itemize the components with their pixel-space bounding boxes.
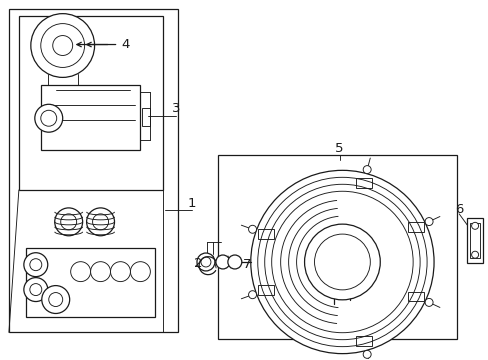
Text: 7: 7 bbox=[242, 258, 251, 271]
Bar bbox=[466, 218, 482, 263]
Bar bbox=[257, 285, 273, 295]
Bar bbox=[257, 229, 273, 239]
Circle shape bbox=[304, 224, 380, 300]
Circle shape bbox=[31, 14, 94, 77]
Circle shape bbox=[363, 166, 370, 174]
Circle shape bbox=[110, 262, 130, 282]
Bar bbox=[26, 248, 155, 318]
Circle shape bbox=[314, 234, 369, 290]
Bar bbox=[355, 178, 371, 188]
Text: 3: 3 bbox=[172, 102, 180, 115]
Circle shape bbox=[424, 217, 432, 226]
Circle shape bbox=[470, 251, 478, 258]
Circle shape bbox=[363, 350, 370, 358]
Circle shape bbox=[227, 255, 241, 269]
Circle shape bbox=[424, 298, 432, 306]
Circle shape bbox=[35, 104, 62, 132]
Circle shape bbox=[61, 214, 77, 230]
Bar bbox=[142, 108, 150, 126]
Text: 1: 1 bbox=[187, 197, 196, 210]
Circle shape bbox=[130, 262, 150, 282]
Bar bbox=[407, 222, 424, 233]
Circle shape bbox=[90, 262, 110, 282]
Circle shape bbox=[197, 253, 214, 271]
Circle shape bbox=[41, 285, 69, 314]
Text: 4: 4 bbox=[121, 38, 129, 51]
Circle shape bbox=[41, 24, 84, 67]
Bar bbox=[9, 9, 178, 332]
Circle shape bbox=[24, 253, 48, 276]
Bar bbox=[407, 292, 424, 301]
Circle shape bbox=[92, 214, 108, 230]
Bar bbox=[355, 336, 371, 346]
Circle shape bbox=[248, 225, 256, 233]
Bar bbox=[469, 223, 479, 258]
Circle shape bbox=[30, 284, 41, 296]
Circle shape bbox=[250, 170, 433, 354]
Circle shape bbox=[41, 110, 57, 126]
Circle shape bbox=[55, 208, 82, 236]
Circle shape bbox=[86, 208, 114, 236]
Bar bbox=[19, 15, 163, 190]
Text: 6: 6 bbox=[454, 203, 463, 216]
Circle shape bbox=[53, 36, 73, 55]
Circle shape bbox=[49, 293, 62, 306]
Circle shape bbox=[248, 291, 256, 299]
Bar bbox=[41, 85, 140, 150]
Circle shape bbox=[470, 222, 478, 229]
Text: 5: 5 bbox=[335, 141, 343, 155]
Circle shape bbox=[216, 255, 229, 269]
Text: 2: 2 bbox=[194, 257, 202, 270]
Circle shape bbox=[71, 262, 90, 282]
Circle shape bbox=[24, 278, 48, 302]
Bar bbox=[218, 155, 456, 339]
Circle shape bbox=[201, 257, 210, 267]
Circle shape bbox=[30, 259, 41, 271]
